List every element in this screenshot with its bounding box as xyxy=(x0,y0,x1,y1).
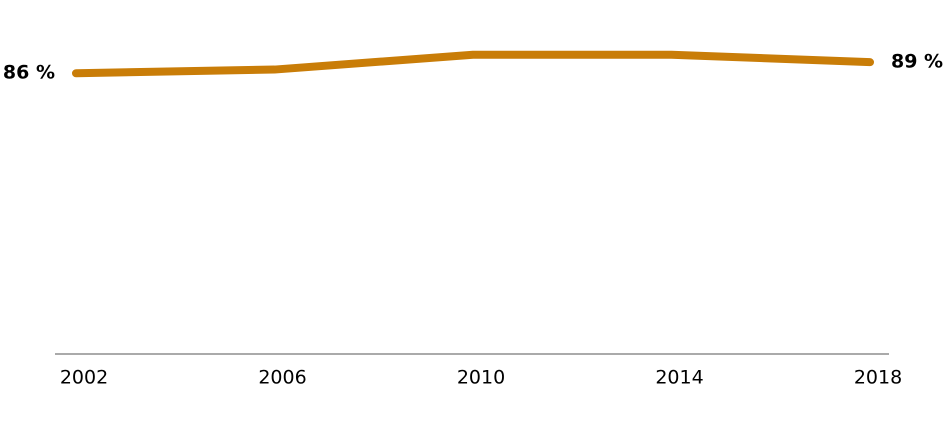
x-tick-label: 2018 xyxy=(854,367,902,389)
x-tick-label: 2002 xyxy=(60,367,108,389)
value-label: 86 % xyxy=(3,62,55,84)
value-label: 89 % xyxy=(891,51,943,73)
x-tick-label: 2006 xyxy=(258,367,306,389)
x-tick-label: 2014 xyxy=(655,367,703,389)
line xyxy=(72,50,874,78)
x-tick-label: 2010 xyxy=(457,367,505,389)
